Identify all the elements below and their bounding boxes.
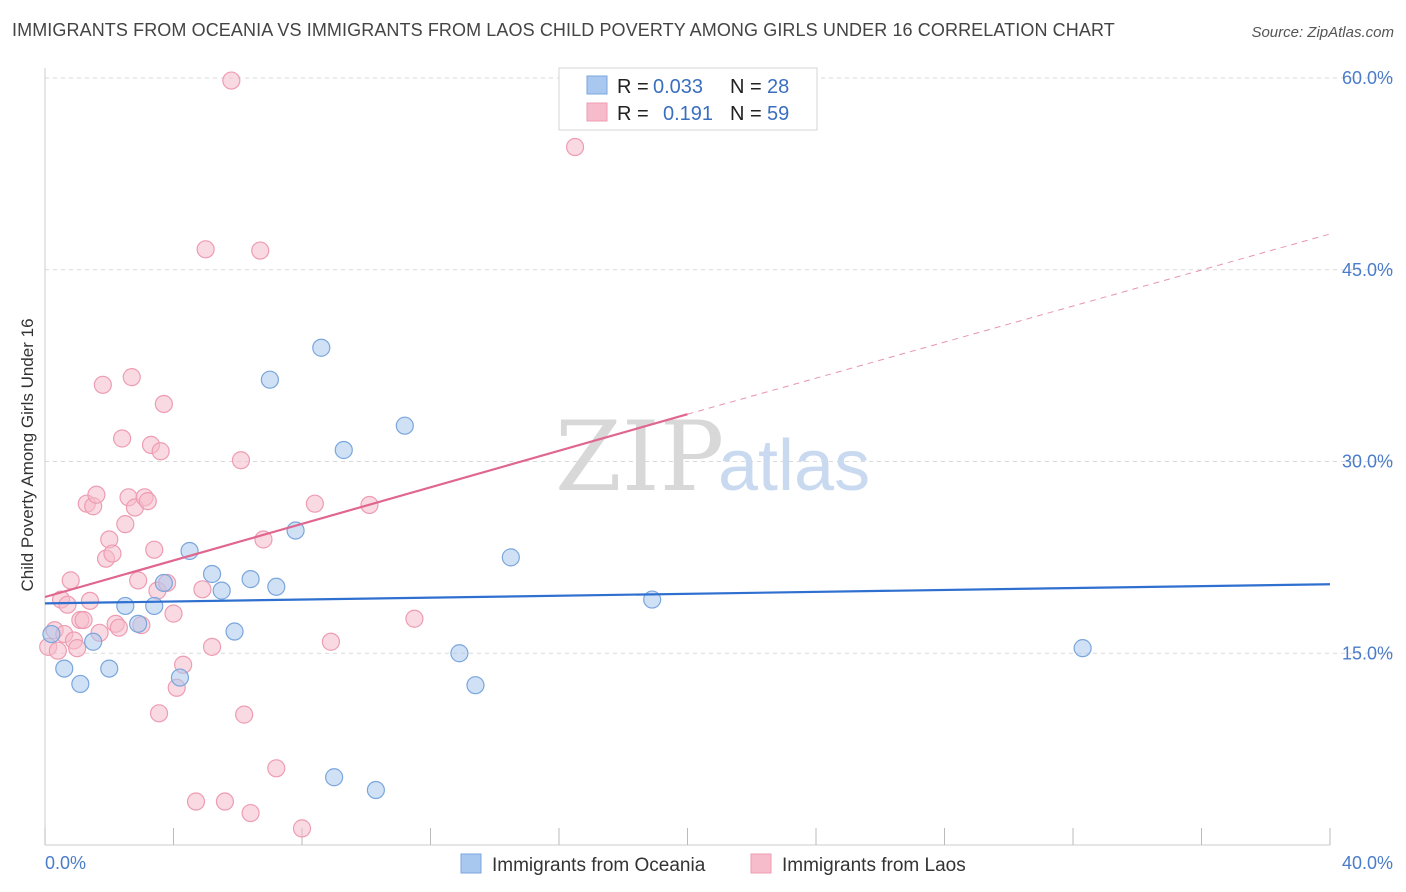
laos-point — [405, 609, 424, 628]
laos-point — [231, 451, 251, 470]
laos-point — [80, 591, 100, 610]
oceania-point — [395, 416, 414, 435]
oceania-point — [154, 573, 173, 593]
laos-point — [241, 803, 260, 823]
oceania-point — [260, 370, 279, 389]
laos-point — [196, 240, 215, 259]
laos-point — [93, 375, 112, 394]
oceania-point — [366, 780, 385, 800]
trend-line-oceania — [44, 583, 1331, 605]
laos-point — [58, 595, 77, 614]
laos-point — [565, 137, 585, 157]
trend-lines — [44, 233, 1331, 605]
legend-n-label-laos: N = — [730, 103, 762, 125]
laos-point — [215, 792, 234, 811]
laos-point — [164, 604, 183, 623]
laos-point — [292, 819, 312, 838]
oceania-point — [225, 622, 244, 641]
trend-line-laos-extension — [687, 233, 1331, 415]
trend-line-laos — [44, 413, 688, 599]
oceania-point — [312, 338, 331, 357]
laos-point — [267, 759, 286, 778]
bottom-legend-swatch-laos — [750, 853, 772, 874]
laos-point — [149, 704, 169, 723]
laos-point — [154, 394, 173, 414]
oceania-point — [325, 768, 344, 787]
oceania-point — [84, 632, 103, 651]
laos-point — [116, 515, 135, 534]
oceania-point — [334, 440, 353, 460]
bottom-legend-label-oceania: Immigrants from Oceania — [492, 855, 706, 876]
series-laos-points — [39, 71, 585, 838]
y-tick-labels: 15.0% 30.0% 45.0% 60.0% — [1342, 68, 1393, 663]
laos-point — [186, 792, 206, 811]
y-tick-label-2: 45.0% — [1342, 260, 1393, 280]
laos-point — [103, 544, 122, 563]
laos-point — [305, 494, 324, 513]
oceania-point — [116, 596, 135, 616]
bottom-legend-label-laos: Immigrants from Laos — [782, 855, 966, 876]
watermark-atlas: atlas — [718, 426, 870, 506]
oceania-point — [42, 624, 61, 644]
laos-point — [145, 540, 164, 559]
bottom-legend-swatch-oceania — [460, 853, 482, 874]
chart-title: IMMIGRANTS FROM OCEANIA VS IMMIGRANTS FR… — [12, 20, 1115, 40]
laos-point — [129, 571, 148, 590]
legend-n-label-oceania: N = — [730, 76, 762, 98]
laos-point — [251, 241, 270, 260]
oceania-point — [129, 614, 148, 633]
x-tick-labels: 0.0% 40.0% — [45, 853, 1393, 873]
legend-swatch-laos — [586, 102, 608, 122]
legend-n-value-oceania: 28 — [767, 76, 789, 98]
laos-point — [122, 368, 141, 387]
oceania-point — [55, 659, 74, 678]
laos-point — [222, 71, 241, 90]
laos-point — [48, 641, 67, 660]
legend-swatch-oceania — [586, 75, 608, 95]
laos-point — [74, 610, 93, 630]
laos-point — [321, 632, 341, 651]
laos-point — [151, 442, 170, 461]
watermark-zip: ZIP — [555, 401, 724, 513]
laos-point — [235, 705, 254, 724]
oceania-point — [170, 668, 190, 687]
oceania-point — [202, 564, 222, 584]
legend-r-label-oceania: R = — [617, 76, 649, 98]
oceania-point — [1073, 639, 1092, 658]
laos-point — [61, 571, 80, 590]
watermark: ZIP atlas — [555, 401, 870, 513]
oceania-point — [71, 674, 90, 694]
legend-n-value-laos: 59 — [767, 103, 789, 125]
y-axis-label: Child Poverty Among Girls Under 16 — [18, 318, 37, 591]
source-label: Source: ZipAtlas.com — [1251, 24, 1394, 41]
oceania-point — [466, 676, 485, 695]
laos-point — [68, 639, 87, 658]
y-tick-label-3: 60.0% — [1342, 68, 1393, 88]
series-legend: Immigrants from Oceania Immigrants from … — [460, 853, 966, 876]
y-tick-label-0: 15.0% — [1342, 643, 1393, 663]
laos-point — [138, 492, 157, 511]
stats-legend: R = 0.033 N = 28 R = 0.191 N = 59 — [558, 67, 818, 131]
axes — [44, 68, 1331, 846]
oceania-point — [450, 644, 469, 663]
laos-point — [202, 637, 222, 656]
oceania-point — [267, 577, 286, 596]
legend-r-value-laos: 0.191 — [663, 103, 713, 125]
x-tick-label-0: 0.0% — [45, 853, 86, 873]
laos-point — [112, 429, 132, 448]
legend-r-value-oceania: 0.033 — [653, 76, 703, 98]
oceania-point — [145, 596, 164, 616]
oceania-point — [100, 659, 119, 678]
laos-point — [109, 618, 128, 637]
x-tick-label-1: 40.0% — [1342, 853, 1393, 873]
oceania-point — [241, 570, 260, 589]
laos-point — [193, 580, 212, 599]
laos-point — [87, 485, 106, 504]
legend-r-label-laos: R = — [617, 103, 649, 125]
grid-lines — [45, 77, 1393, 654]
y-tick-label-1: 30.0% — [1342, 452, 1393, 472]
oceania-point — [501, 548, 520, 567]
oceania-point — [212, 581, 231, 600]
